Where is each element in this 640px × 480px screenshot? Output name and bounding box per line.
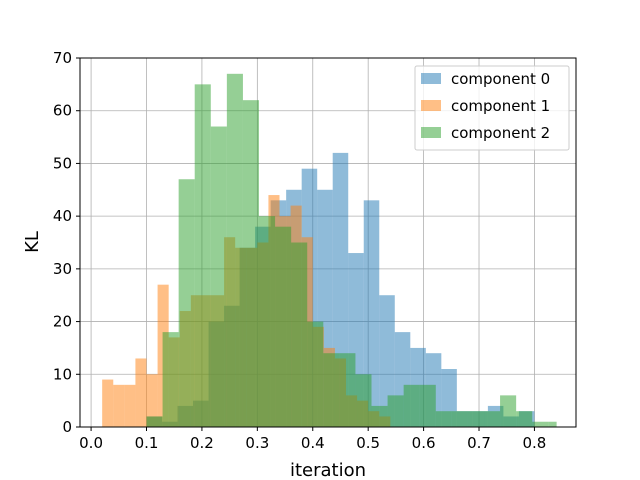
histogram-bar: [275, 226, 292, 427]
histogram-bar: [339, 353, 356, 427]
y-tick-label: 30: [53, 260, 72, 278]
legend-swatch-component-2: [421, 127, 441, 138]
histogram-bar: [102, 379, 114, 427]
x-tick-label: 0.8: [523, 434, 547, 452]
histogram-bars: [102, 73, 557, 428]
x-tick-label: 0.4: [301, 434, 325, 452]
legend-label-component-0: component 0: [451, 70, 550, 88]
histogram-bar: [124, 384, 136, 427]
x-tick-label: 0.1: [135, 434, 159, 452]
histogram-bar: [516, 411, 533, 427]
y-tick-label: 70: [53, 49, 72, 67]
histogram-bar: [146, 416, 163, 427]
y-tick-label: 0: [62, 418, 72, 436]
histogram-bar: [259, 216, 276, 427]
series-component-2: [146, 73, 557, 428]
histogram-bar: [532, 421, 549, 427]
histogram-bar: [291, 242, 308, 427]
histogram-bar: [419, 384, 436, 427]
histogram-bar: [379, 295, 395, 427]
histogram-bar: [242, 100, 260, 428]
x-tick-label: 0.2: [190, 434, 214, 452]
legend-swatch-component-1: [421, 100, 441, 111]
histogram-bar: [226, 73, 243, 428]
legend: component 0 component 1 component 2: [414, 65, 570, 151]
x-tick-label: 0.0: [79, 434, 103, 452]
histogram-bar: [371, 405, 388, 427]
y-tick-label: 60: [53, 102, 72, 120]
histogram-bar: [307, 321, 324, 427]
legend-label-component-2: component 2: [451, 124, 550, 142]
y-tick-label: 50: [53, 154, 72, 172]
legend-swatch-component-0: [421, 73, 441, 84]
histogram-bar: [194, 84, 211, 427]
y-axis-label: KL: [22, 231, 43, 253]
x-tick-label: 0.3: [245, 434, 269, 452]
histogram-bar: [178, 179, 195, 427]
plot-frame: [79, 57, 577, 428]
histogram-bar: [387, 395, 404, 427]
y-tick-label: 20: [53, 313, 72, 331]
histogram-bar: [548, 421, 557, 427]
y-tick-label: 40: [53, 207, 72, 225]
x-tick-label: 0.7: [467, 434, 491, 452]
histogram-bar: [500, 395, 517, 427]
histogram-bar: [135, 358, 147, 427]
histogram-bar: [323, 353, 340, 427]
histogram-bar: [146, 374, 158, 427]
histogram-bar: [403, 384, 420, 427]
histogram-bar: [210, 126, 227, 428]
histogram-bar: [355, 374, 372, 427]
x-tick-label: 0.6: [412, 434, 436, 452]
histogram-bar: [467, 411, 485, 427]
x-tick-label: 0.5: [356, 434, 380, 452]
legend-label-component-1: component 1: [451, 97, 550, 115]
histogram-bar: [162, 332, 179, 427]
histogram-bar: [363, 200, 380, 427]
histogram-bar: [484, 411, 501, 427]
x-axis-label: iteration: [290, 460, 366, 480]
histogram-bar: [435, 411, 452, 427]
histogram-bar: [113, 384, 125, 427]
histogram-bar: [451, 411, 468, 427]
legend-box: [414, 65, 570, 151]
y-tick-label: 10: [53, 365, 72, 383]
axis-ticks: 0.0 0.1 0.2 0.3 0.4 0.5 0.6 0.7 0.8 0 10 20 30 40 50 60…: [53, 49, 546, 452]
